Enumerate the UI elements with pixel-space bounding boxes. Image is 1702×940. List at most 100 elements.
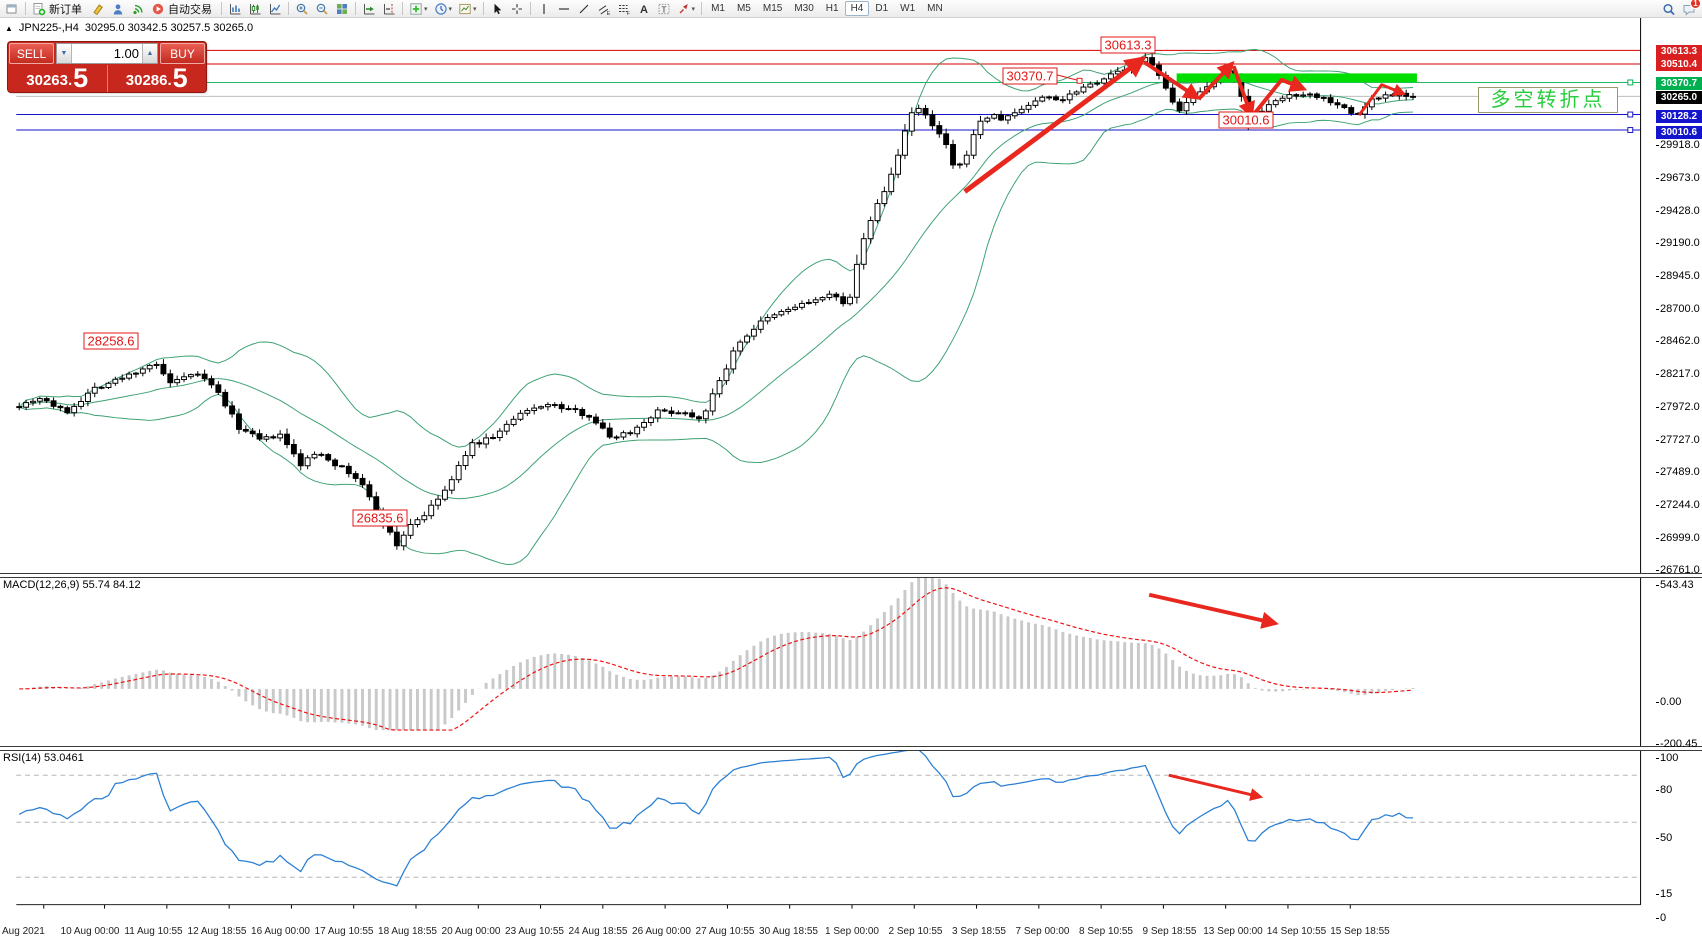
axis-tick-mark bbox=[1656, 275, 1659, 277]
line-handle bbox=[1627, 127, 1634, 133]
price-callout-label[interactable]: 30613.3 bbox=[1100, 36, 1156, 54]
axis-tick-mark bbox=[1656, 894, 1659, 895]
candle-chart-button[interactable] bbox=[245, 1, 265, 17]
signals-button[interactable] bbox=[128, 1, 148, 17]
price-callout-label[interactable]: 28258.6 bbox=[83, 332, 139, 350]
axis-tick-mark bbox=[1656, 758, 1659, 759]
time-axis-label: 9 Sep 18:55 bbox=[1142, 926, 1197, 937]
zoom-in-button[interactable] bbox=[292, 1, 312, 17]
time-axis[interactable]: Aug 2021 10 Aug 00:00 11 Aug 10:55 12 Aug 1… bbox=[0, 922, 1702, 940]
price-tick-label: 29428.0 bbox=[1660, 204, 1700, 217]
search-icon[interactable] bbox=[1662, 2, 1676, 16]
crosshair-button[interactable] bbox=[507, 1, 527, 17]
axis-tick-mark bbox=[1656, 308, 1659, 310]
macd-tick-label: 543.43 bbox=[1660, 579, 1694, 591]
volume-increase-button[interactable]: ▲ bbox=[142, 44, 157, 63]
new-order-label: 新订单 bbox=[49, 3, 82, 16]
dropdown-caret-icon: ▾ bbox=[691, 5, 696, 13]
fibonacci-button[interactable]: F bbox=[614, 1, 634, 17]
line-chart-button[interactable] bbox=[265, 1, 285, 17]
autoscroll-icon bbox=[362, 2, 376, 16]
arrows-button[interactable]: ▾ bbox=[674, 1, 699, 17]
periods-icon bbox=[434, 2, 448, 16]
volume-input[interactable] bbox=[72, 44, 142, 63]
timeframe-m1-button[interactable]: M1 bbox=[711, 3, 725, 14]
bar-chart-button[interactable] bbox=[225, 1, 245, 17]
toolbar-separator bbox=[529, 2, 531, 15]
line-chart-icon bbox=[268, 2, 282, 16]
bollinger-bands bbox=[18, 48, 1414, 566]
new-order-button[interactable]: 新订单 bbox=[29, 1, 88, 17]
timeframe-m15-button[interactable]: M15 bbox=[762, 3, 783, 14]
label-button[interactable]: T bbox=[654, 1, 674, 17]
time-axis-label: 7 Sep 00:00 bbox=[1015, 926, 1070, 937]
timeframe-w1-button[interactable]: W1 bbox=[900, 3, 916, 14]
zoom-out-button[interactable] bbox=[312, 1, 332, 17]
data-window-button[interactable] bbox=[88, 1, 108, 17]
hline-button[interactable] bbox=[554, 1, 574, 17]
zoom-out-icon bbox=[315, 2, 329, 16]
chart-canvas[interactable] bbox=[0, 18, 1702, 940]
cursor-button[interactable] bbox=[487, 1, 507, 17]
price-callout-label[interactable]: 26835.6 bbox=[352, 509, 408, 527]
sell-button[interactable]: SELL bbox=[9, 43, 54, 64]
fibonacci-icon: F bbox=[617, 2, 631, 16]
price-axis[interactable]: 29918.0 29673.0 29428.0 29190.0 28945.0 28700… bbox=[1656, 18, 1702, 924]
periods-button[interactable]: ▾ bbox=[431, 1, 456, 17]
toolbar-separator bbox=[482, 2, 484, 15]
rsi-panel-divider[interactable] bbox=[0, 746, 1702, 751]
timeframe-m30-button[interactable]: M30 bbox=[794, 3, 814, 14]
macd-panel-divider[interactable] bbox=[0, 573, 1702, 578]
timeframe-h4-button[interactable]: H4 bbox=[844, 1, 870, 16]
cursor-icon bbox=[490, 2, 504, 16]
price-badge: 30613.3 bbox=[1656, 44, 1702, 58]
chart-window[interactable]: ▲ JPN225-,H4 30295.0 30342.5 30257.5 302… bbox=[0, 18, 1702, 940]
timeframe-mn-button[interactable]: MN bbox=[927, 3, 943, 14]
timeframe-d1-button[interactable]: D1 bbox=[875, 3, 889, 14]
time-axis-label: 2 Sep 10:55 bbox=[888, 926, 943, 937]
time-axis-label: 1 Sep 00:00 bbox=[825, 926, 879, 937]
macd-histogram bbox=[24, 574, 1415, 731]
chart-note-label[interactable]: 多空转折点 bbox=[1478, 87, 1618, 113]
chart-shift-button[interactable] bbox=[379, 1, 399, 17]
line-handle bbox=[1627, 79, 1634, 86]
tile-windows-icon bbox=[335, 2, 349, 16]
notifications-button[interactable]: 1 bbox=[1682, 0, 1701, 16]
rsi-trend-arrow bbox=[1168, 773, 1264, 801]
window-button[interactable] bbox=[2, 1, 22, 17]
vline-icon bbox=[537, 2, 551, 16]
one-click-trading-panel: SELL ▼ ▲ BUY 30263. 5 30286. 5 bbox=[8, 42, 206, 92]
trend-arrows bbox=[963, 55, 1407, 194]
channel-button[interactable]: E bbox=[594, 1, 614, 17]
one-click-collapse-icon[interactable]: ▲ bbox=[5, 23, 13, 33]
text-button[interactable]: A bbox=[634, 1, 654, 17]
buy-price-display[interactable]: 30286. 5 bbox=[106, 65, 207, 92]
price-callout-label[interactable]: 30370.7 bbox=[1002, 67, 1058, 85]
price-callout-label[interactable]: 30010.6 bbox=[1218, 111, 1274, 129]
toolbar-separator bbox=[701, 2, 703, 15]
sell-price-display[interactable]: 30263. 5 bbox=[26, 63, 89, 92]
autoscroll-button[interactable] bbox=[359, 1, 379, 17]
window-icon bbox=[5, 2, 19, 16]
tile-windows-button[interactable] bbox=[332, 1, 352, 17]
candle-chart-icon bbox=[248, 2, 262, 16]
axis-tick-mark bbox=[1656, 505, 1659, 507]
axis-tick-mark bbox=[1656, 472, 1659, 474]
volume-decrease-button[interactable]: ▼ bbox=[57, 44, 72, 63]
indicators-button[interactable]: ▾ bbox=[406, 1, 431, 17]
timeframe-m5-button[interactable]: M5 bbox=[736, 3, 751, 14]
vline-button[interactable] bbox=[534, 1, 554, 17]
template-button[interactable]: ▾ bbox=[455, 1, 480, 17]
trendline-button[interactable] bbox=[574, 1, 594, 17]
navigator-button[interactable] bbox=[108, 1, 128, 17]
signals-icon bbox=[131, 2, 145, 16]
time-axis-label: 13 Sep 00:00 bbox=[1203, 926, 1263, 937]
price-tick-label: 29918.0 bbox=[1660, 138, 1700, 151]
timeframe-h1-button[interactable]: H1 bbox=[825, 3, 839, 14]
price-badge: 30510.4 bbox=[1656, 58, 1702, 72]
time-axis-label: 12 Aug 18:55 bbox=[187, 926, 247, 937]
buy-button[interactable]: BUY bbox=[160, 43, 205, 64]
autotrading-button[interactable]: 自动交易 bbox=[148, 1, 218, 17]
price-tick-label: 27727.0 bbox=[1660, 433, 1700, 446]
price-badge: 30265.0 bbox=[1656, 91, 1702, 105]
